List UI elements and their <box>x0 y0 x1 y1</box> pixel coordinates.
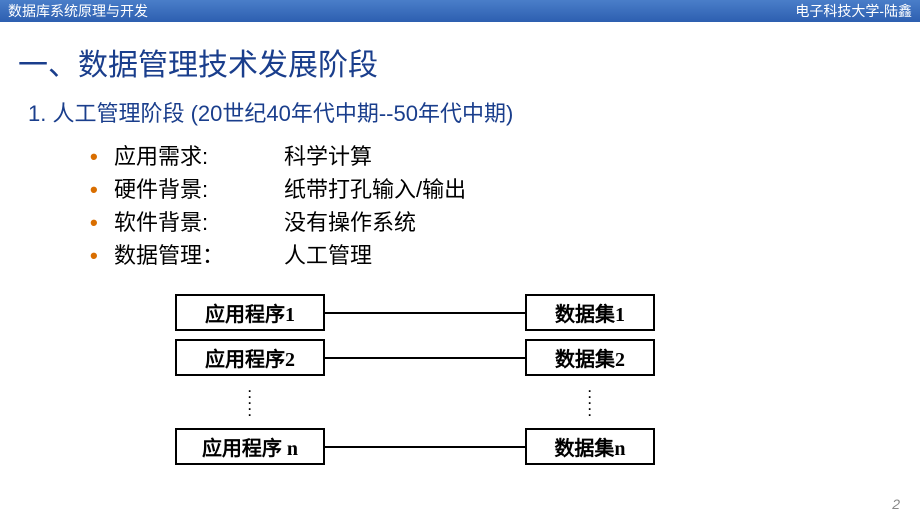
main-title: 一、数据管理技术发展阶段 <box>0 22 920 92</box>
bullet-dot-icon: • <box>90 206 114 239</box>
diagram-data-box: 数据集2 <box>525 339 655 376</box>
bullet-value: 科学计算 <box>284 140 372 173</box>
page-number: 2 <box>892 496 900 512</box>
bullet-value: 人工管理 <box>284 239 372 272</box>
header-bar: 数据库系统原理与开发 电子科技大学-陆鑫 <box>0 0 920 22</box>
diagram-data-box: 数据集1 <box>525 294 655 331</box>
connector-line <box>325 357 525 359</box>
diagram-row: 应用程序1 数据集1 <box>175 294 920 331</box>
diagram-app-box: 应用程序1 <box>175 294 325 331</box>
vertical-dots-icon: ····· <box>525 384 655 422</box>
bullet-item: • 数据管理： 人工管理 <box>90 239 920 272</box>
sub-title: 1. 人工管理阶段 (20世纪40年代中期--50年代中期) <box>0 92 920 140</box>
header-right: 电子科技大学-陆鑫 <box>795 1 912 21</box>
bullet-label: 软件背景: <box>114 206 284 239</box>
diagram: 应用程序1 数据集1 应用程序2 数据集2 ····· ····· 应用程序 n… <box>0 272 920 465</box>
bullet-dot-icon: • <box>90 140 114 173</box>
diagram-app-box: 应用程序2 <box>175 339 325 376</box>
header-left: 数据库系统原理与开发 <box>8 1 148 21</box>
vertical-dots-icon: ····· <box>175 384 325 422</box>
diagram-row: 应用程序2 数据集2 <box>175 339 920 376</box>
bullet-dot-icon: • <box>90 239 114 272</box>
bullet-label: 应用需求: <box>114 140 284 173</box>
bullet-dot-icon: • <box>90 173 114 206</box>
ellipsis-row: ····· ····· <box>175 384 920 422</box>
diagram-data-box: 数据集n <box>525 428 655 465</box>
bullet-list: • 应用需求: 科学计算 • 硬件背景: 纸带打孔输入/输出 • 软件背景: 没… <box>0 140 920 272</box>
connector-line <box>325 446 525 448</box>
diagram-app-box: 应用程序 n <box>175 428 325 465</box>
connector-line <box>325 312 525 314</box>
bullet-item: • 硬件背景: 纸带打孔输入/输出 <box>90 173 920 206</box>
bullet-label: 硬件背景: <box>114 173 284 206</box>
bullet-value: 纸带打孔输入/输出 <box>284 173 466 206</box>
bullet-label: 数据管理： <box>114 239 284 272</box>
bullet-value: 没有操作系统 <box>284 206 416 239</box>
diagram-row: 应用程序 n 数据集n <box>175 428 920 465</box>
bullet-item: • 应用需求: 科学计算 <box>90 140 920 173</box>
bullet-item: • 软件背景: 没有操作系统 <box>90 206 920 239</box>
